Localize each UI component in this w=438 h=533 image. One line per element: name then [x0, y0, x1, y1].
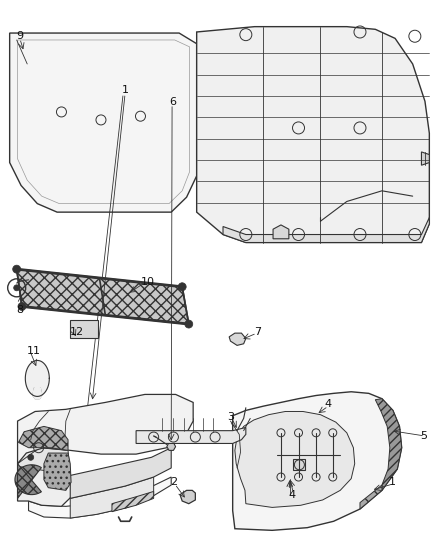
- Polygon shape: [18, 448, 72, 506]
- Text: 10: 10: [140, 278, 154, 287]
- Polygon shape: [18, 426, 68, 450]
- Polygon shape: [374, 399, 401, 490]
- Polygon shape: [44, 453, 71, 490]
- Text: 7: 7: [253, 327, 260, 336]
- Polygon shape: [33, 388, 42, 399]
- Polygon shape: [28, 477, 171, 518]
- Polygon shape: [18, 394, 193, 464]
- Polygon shape: [223, 217, 428, 243]
- Text: 4: 4: [324, 399, 331, 409]
- Polygon shape: [196, 27, 428, 243]
- Text: 1: 1: [388, 478, 395, 487]
- Text: 8: 8: [17, 305, 24, 315]
- Circle shape: [13, 265, 21, 273]
- Text: 1: 1: [122, 85, 129, 94]
- Polygon shape: [272, 225, 288, 239]
- Text: 11: 11: [26, 346, 40, 356]
- Text: 9: 9: [17, 31, 24, 41]
- Circle shape: [184, 320, 192, 328]
- Text: 2: 2: [170, 478, 177, 487]
- Bar: [70, 320, 98, 338]
- Text: 6: 6: [169, 98, 176, 107]
- Text: 5: 5: [420, 431, 427, 441]
- Polygon shape: [25, 360, 49, 397]
- Polygon shape: [10, 33, 196, 212]
- Polygon shape: [229, 333, 245, 345]
- Circle shape: [18, 302, 26, 311]
- Polygon shape: [136, 427, 245, 443]
- Polygon shape: [293, 459, 304, 470]
- Text: 4: 4: [288, 490, 295, 499]
- Polygon shape: [17, 269, 188, 324]
- Polygon shape: [15, 464, 41, 498]
- Polygon shape: [70, 477, 153, 518]
- Polygon shape: [18, 448, 70, 475]
- Polygon shape: [234, 411, 354, 507]
- Text: 12: 12: [70, 327, 84, 336]
- Circle shape: [178, 282, 186, 291]
- Polygon shape: [112, 491, 153, 512]
- Polygon shape: [70, 448, 171, 498]
- Circle shape: [14, 285, 20, 291]
- Circle shape: [28, 454, 34, 461]
- Polygon shape: [359, 485, 381, 509]
- Polygon shape: [232, 392, 401, 530]
- Polygon shape: [420, 152, 428, 165]
- Text: 3: 3: [227, 412, 234, 422]
- Polygon shape: [180, 490, 195, 504]
- Polygon shape: [166, 442, 175, 450]
